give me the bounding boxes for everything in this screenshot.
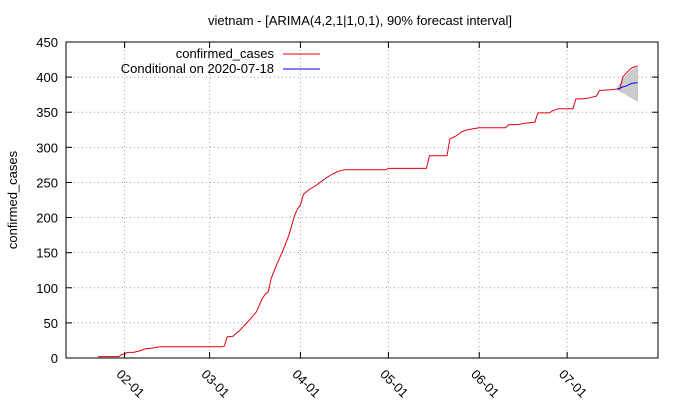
- y-tick-label: 200: [36, 211, 58, 226]
- forecast-interval-band: [616, 66, 638, 102]
- y-axis-label: confirmed_cases: [5, 150, 20, 249]
- ticks: 0 50 100 150 200 250 300 350 400 450 02-01 03-01 04-…: [36, 35, 658, 400]
- y-tick-label: 300: [36, 140, 58, 155]
- legend-label: Conditional on 2020-07-18: [121, 61, 274, 76]
- series-line-confirmed-cases: [98, 65, 638, 358]
- x-tick-label: 07-01: [556, 367, 590, 400]
- y-tick-label: 0: [51, 351, 58, 366]
- y-tick-label: 250: [36, 175, 58, 190]
- x-tick-label: 02-01: [113, 367, 147, 400]
- x-tick-label: 05-01: [377, 367, 411, 400]
- y-tick-label: 100: [36, 281, 58, 296]
- chart-title: vietnam - [ARIMA(4,2,1|1,0,1), 90% forec…: [208, 13, 512, 28]
- grid: [66, 42, 658, 358]
- series-layer: [98, 65, 638, 358]
- plot-frame: [65, 41, 659, 359]
- y-tick-label: 150: [36, 246, 58, 261]
- y-tick-label: 350: [36, 105, 58, 120]
- legend-label: confirmed_cases: [176, 46, 275, 61]
- y-tick-label: 450: [36, 35, 58, 50]
- y-tick-label: 50: [44, 316, 58, 331]
- series-line-conditional-forecast: [616, 82, 638, 90]
- x-tick-label: 03-01: [198, 367, 232, 400]
- forecast-interval: [616, 66, 638, 102]
- x-tick-label: 06-01: [468, 367, 502, 400]
- x-tick-label: 04-01: [289, 367, 323, 400]
- y-tick-label: 400: [36, 70, 58, 85]
